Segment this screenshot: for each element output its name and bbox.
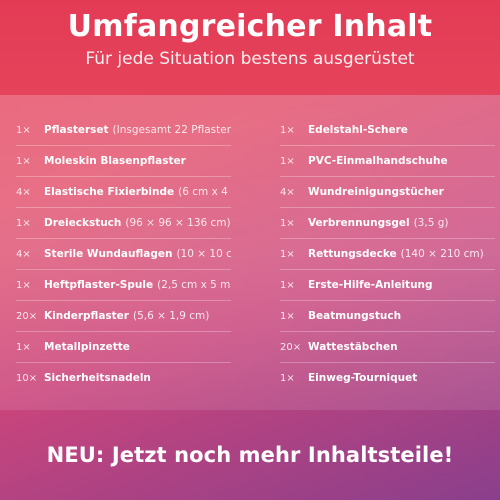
- page-title: Umfangreicher Inhalt: [67, 9, 433, 44]
- item-name: Wundreinigungstücher: [308, 186, 444, 198]
- list-item: 1× Verbrennungsgel (3,5 g): [280, 208, 495, 239]
- list-item: 20× Wattestäbchen: [280, 332, 495, 363]
- list-item: 1× PVC-Einmalhandschuhe: [280, 146, 495, 177]
- item-name: Kinderpflaster: [44, 310, 129, 322]
- item-quantity: 1×: [280, 310, 295, 322]
- item-name: Einweg-Tourniquet: [308, 372, 418, 384]
- item-name: Erste-Hilfe-Anleitung: [308, 279, 433, 291]
- content-list-panel: 1× Pflasterset (Insgesamt 22 Pflaster) 1× Mo…: [0, 95, 500, 410]
- item-quantity: 1×: [280, 372, 295, 384]
- list-item: 4× Elastische Fixierbinde(6 cm x 4 m): [16, 177, 231, 208]
- item-name: Beatmungstuch: [308, 310, 402, 322]
- item-quantity: 1×: [280, 124, 295, 136]
- item-quantity: 1×: [280, 217, 295, 229]
- item-quantity: 4×: [16, 186, 31, 198]
- item-detail: (2,5 cm x 5 m): [157, 279, 231, 291]
- item-name: Sterile Wundauflagen: [44, 248, 173, 260]
- list-item: 1× Beatmungstuch: [280, 301, 495, 332]
- item-quantity: 10×: [16, 372, 38, 384]
- item-detail: (140 × 210 cm): [400, 248, 484, 260]
- item-quantity: 1×: [280, 155, 295, 167]
- list-item: 20× Kinderpflaster (5,6 × 1,9 cm): [16, 301, 231, 332]
- list-item: 4× Sterile Wundauflagen(10 × 10 cm): [16, 239, 231, 270]
- item-quantity: 20×: [280, 341, 302, 353]
- header-banner: Umfangreicher Inhalt Für jede Situation …: [0, 0, 500, 95]
- item-quantity: 1×: [16, 341, 31, 353]
- content-list-right: 1× Edelstahl-Schere 1× PVC-Einmalhandschuhe…: [280, 115, 495, 393]
- item-quantity: 1×: [280, 248, 295, 260]
- item-name: Elastische Fixierbinde: [44, 186, 175, 198]
- item-name: Heftpflaster-Spule: [44, 279, 154, 291]
- page-subtitle: Für jede Situation bestens ausgerüstet: [85, 49, 415, 69]
- item-detail: (5,6 × 1,9 cm): [132, 310, 210, 322]
- item-name: Edelstahl-Schere: [308, 124, 408, 136]
- item-name: Rettungsdecke: [308, 248, 397, 260]
- item-name: Sicherheitsnadeln: [44, 372, 151, 384]
- footer-banner: NEU: Jetzt noch mehr Inhaltsteile!: [0, 410, 500, 500]
- footer-announcement: NEU: Jetzt noch mehr Inhaltsteile!: [46, 443, 454, 467]
- item-name: Verbrennungsgel: [308, 217, 410, 229]
- item-name: Pflasterset: [44, 124, 109, 136]
- list-item: 1× Einweg-Tourniquet: [280, 363, 495, 393]
- list-item: 1× Rettungsdecke (140 × 210 cm): [280, 239, 495, 270]
- list-item: 1× Erste-Hilfe-Anleitung: [280, 270, 495, 301]
- list-item: 1× Moleskin Blasenpflaster: [16, 146, 231, 177]
- item-name: Moleskin Blasenpflaster: [44, 155, 186, 167]
- list-item: 1× Pflasterset (Insgesamt 22 Pflaster): [16, 115, 231, 146]
- list-item: 1× Metallpinzette: [16, 332, 231, 363]
- content-list-left: 1× Pflasterset (Insgesamt 22 Pflaster) 1× Mo…: [16, 115, 231, 393]
- item-quantity: 1×: [16, 155, 31, 167]
- list-item: 4× Wundreinigungstücher: [280, 177, 495, 208]
- item-quantity: 20×: [16, 310, 38, 322]
- list-item: 10× Sicherheitsnadeln: [16, 363, 231, 393]
- item-quantity: 1×: [16, 124, 31, 136]
- item-quantity: 1×: [280, 279, 295, 291]
- item-quantity: 4×: [16, 248, 31, 260]
- item-name: Wattestäbchen: [308, 341, 398, 353]
- item-name: Metallpinzette: [44, 341, 130, 353]
- item-detail: (6 cm x 4 m): [178, 186, 231, 198]
- item-detail: (Insgesamt 22 Pflaster): [112, 124, 231, 136]
- item-quantity: 1×: [16, 279, 31, 291]
- item-name: PVC-Einmalhandschuhe: [308, 155, 448, 167]
- item-quantity: 1×: [16, 217, 31, 229]
- item-detail: (3,5 g): [413, 217, 449, 229]
- item-quantity: 4×: [280, 186, 295, 198]
- list-item: 1× Dreieckstuch (96 × 96 × 136 cm): [16, 208, 231, 239]
- item-detail: (10 × 10 cm): [176, 248, 231, 260]
- item-detail: (96 × 96 × 136 cm): [125, 217, 231, 229]
- list-item: 1× Heftpflaster-Spule (2,5 cm x 5 m): [16, 270, 231, 301]
- item-name: Dreieckstuch: [44, 217, 122, 229]
- list-item: 1× Edelstahl-Schere: [280, 115, 495, 146]
